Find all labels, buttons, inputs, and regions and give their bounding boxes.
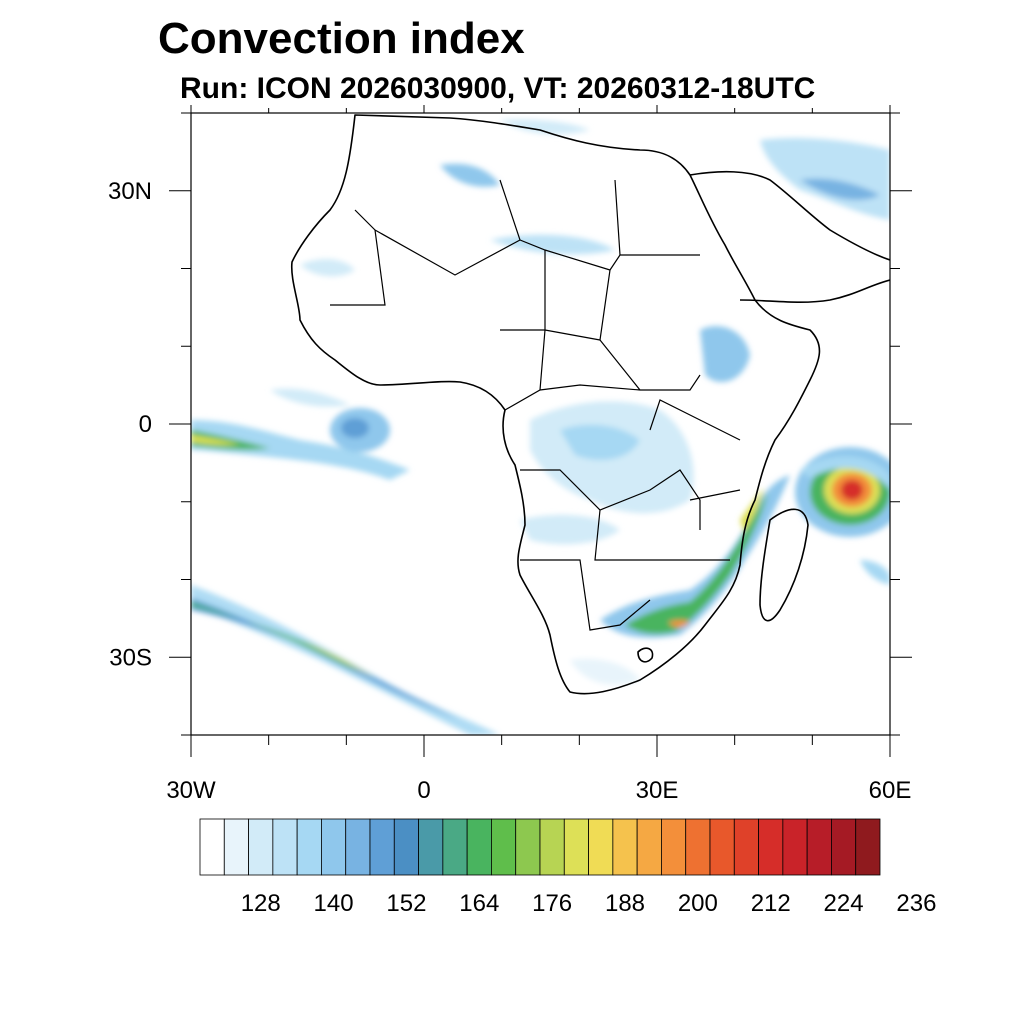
colorbar-box bbox=[491, 818, 517, 876]
colorbar-box bbox=[709, 818, 735, 876]
colorbar-labels: 128 140 152 164 176 188 200 212 224 236 bbox=[241, 890, 937, 917]
colorbar-box bbox=[806, 818, 832, 876]
x-tick-label: 0 bbox=[417, 777, 430, 804]
colorbar-label: 224 bbox=[824, 890, 864, 917]
x-tick-label: 30E bbox=[636, 777, 679, 804]
colorbar-box bbox=[563, 818, 589, 876]
cyclone-mozambique-channel bbox=[795, 447, 890, 537]
colorbar-box bbox=[588, 818, 614, 876]
y-tick-label: 30N bbox=[108, 178, 152, 205]
colorbar-label: 140 bbox=[314, 890, 354, 917]
y-axis-labels: 30N 0 30S bbox=[108, 178, 152, 672]
x-axis-labels: 30W 0 30E 60E bbox=[166, 777, 911, 804]
convection-field bbox=[191, 114, 890, 735]
colorbar-box bbox=[296, 818, 322, 876]
axis-ticks bbox=[169, 105, 912, 757]
colorbar-box bbox=[369, 818, 395, 876]
colorbar-label: 188 bbox=[605, 890, 645, 917]
colorbar-box bbox=[733, 818, 759, 876]
colorbar-label: 200 bbox=[678, 890, 718, 917]
colorbar-box bbox=[272, 818, 298, 876]
convection-band-equatorial-atlantic bbox=[191, 420, 410, 480]
colorbar-label: 212 bbox=[751, 890, 791, 917]
colorbar bbox=[199, 818, 881, 876]
colorbar-label: 152 bbox=[386, 890, 426, 917]
coastlines bbox=[290, 114, 890, 695]
colorbar-box bbox=[539, 818, 565, 876]
colorbar-box bbox=[661, 818, 687, 876]
colorbar-label: 128 bbox=[241, 890, 281, 917]
colorbar-box bbox=[199, 818, 225, 876]
colorbar-box bbox=[321, 818, 347, 876]
x-tick-label: 30W bbox=[166, 777, 216, 804]
colorbar-box bbox=[248, 818, 274, 876]
colorbar-label: 164 bbox=[459, 890, 499, 917]
colorbar-box bbox=[636, 818, 662, 876]
colorbar-box bbox=[612, 818, 638, 876]
map-title: Convection index bbox=[158, 14, 525, 63]
colorbar-box bbox=[442, 818, 468, 876]
colorbar-box bbox=[466, 818, 492, 876]
y-tick-label: 0 bbox=[139, 411, 152, 438]
colorbar-box bbox=[855, 818, 881, 876]
colorbar-box bbox=[831, 818, 857, 876]
colorbar-box bbox=[515, 818, 541, 876]
country-borders bbox=[330, 179, 741, 631]
colorbar-box bbox=[685, 818, 711, 876]
map-subtitle: Run: ICON 2026030900, VT: 20260312-18UTC bbox=[180, 72, 816, 105]
convection-band-southwest-atlantic bbox=[191, 585, 500, 735]
colorbar-box bbox=[758, 818, 784, 876]
colorbar-box bbox=[418, 818, 444, 876]
colorbar-box bbox=[223, 818, 249, 876]
colorbar-box bbox=[782, 818, 808, 876]
colorbar-box bbox=[345, 818, 371, 876]
colorbar-box bbox=[393, 818, 419, 876]
x-tick-label: 60E bbox=[869, 777, 912, 804]
colorbar-label: 176 bbox=[532, 890, 572, 917]
y-tick-label: 30S bbox=[109, 644, 152, 671]
colorbar-label: 236 bbox=[896, 890, 936, 917]
